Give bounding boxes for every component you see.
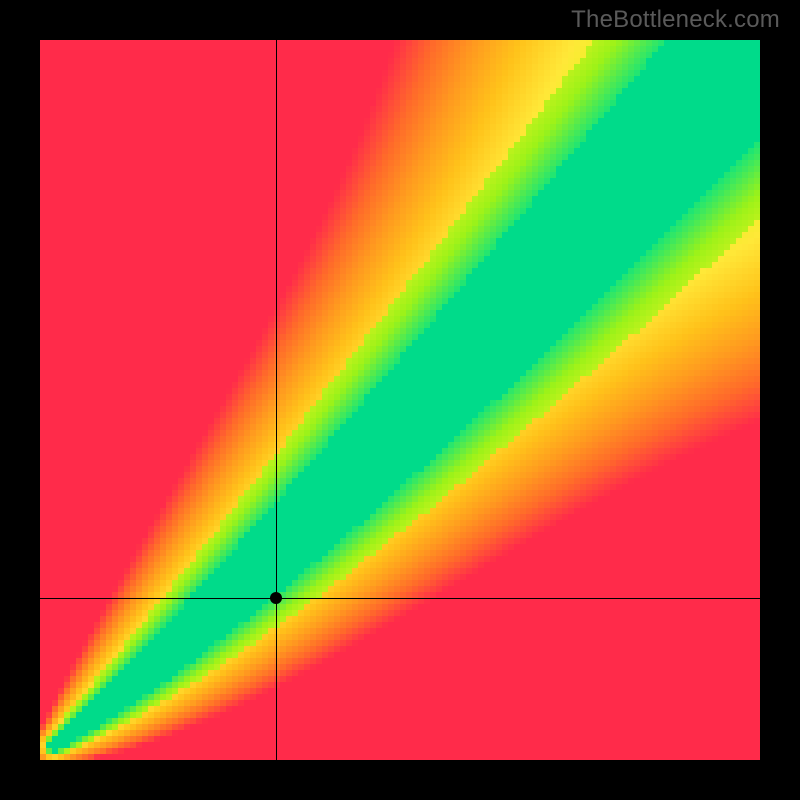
heatmap-canvas bbox=[40, 40, 760, 760]
crosshair-vertical bbox=[276, 40, 277, 760]
heatmap-plot bbox=[40, 40, 760, 760]
crosshair-horizontal bbox=[40, 598, 760, 599]
watermark-text: TheBottleneck.com bbox=[571, 6, 780, 34]
